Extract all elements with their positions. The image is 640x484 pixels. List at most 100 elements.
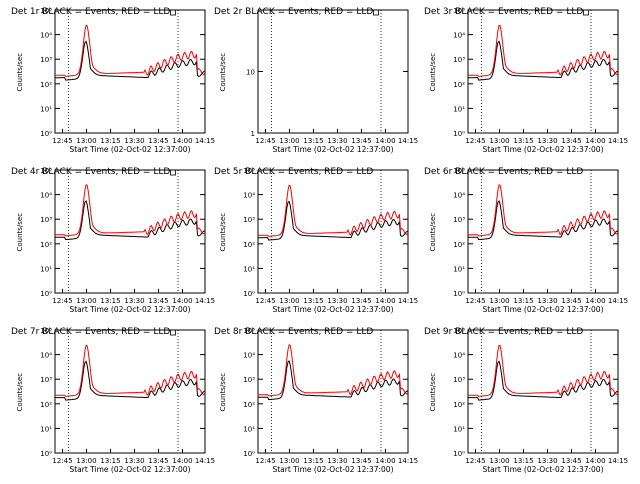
panel-det-9: Det 9r BLACK = Events, RED = LLD Counts/s… (424, 327, 628, 474)
x-tick-label: 14:00 (375, 137, 395, 145)
series-lld-line (55, 24, 206, 77)
y-tick-label: 10³ (40, 376, 52, 384)
y-tick-label: 10⁴ (243, 192, 255, 200)
panel-title: Det 6r BLACK = Events, RED = LLD (424, 167, 583, 177)
x-tick-label: 13:30 (537, 137, 557, 145)
x-axis-label: Start Time (02-Oct-02 12:37:00) (482, 305, 603, 314)
panel-title: Det 7r BLACK = Events, RED = LLD (11, 327, 170, 337)
series-events-line (55, 40, 206, 81)
x-tick-label: 13:00 (489, 457, 509, 465)
panel-title: Det 4r BLACK = Events, RED = LLD (11, 167, 170, 177)
panel-title: Det 5r BLACK = Events, RED = LLD (214, 167, 373, 177)
x-tick-label: 13:45 (561, 137, 581, 145)
x-tick-label: 12:45 (52, 457, 72, 465)
y-tick-label: 10⁴ (453, 192, 465, 200)
panel-det-6: Det 6r BLACK = Events, RED = LLD Counts/s… (424, 167, 628, 314)
y-tick-label: 10¹ (453, 425, 465, 433)
series-events-line (468, 360, 619, 401)
panel-title: Det 2r BLACK = Events, RED = LLD (214, 7, 373, 17)
x-tick-label: 14:00 (375, 457, 395, 465)
y-tick-label: 10² (40, 241, 52, 249)
y-axis-label: Counts/sec (429, 53, 437, 92)
panel-title: Det 3r BLACK = Events, RED = LLD (424, 7, 583, 17)
x-tick-label: 13:00 (76, 297, 96, 305)
x-axis-label: Start Time (02-Oct-02 12:37:00) (272, 305, 393, 314)
series-events-line (468, 40, 619, 81)
x-tick-label: 13:45 (148, 137, 168, 145)
x-tick-label: 13:15 (513, 297, 533, 305)
y-axis-label: Counts/sec (219, 213, 227, 252)
y-tick-label: 10⁴ (40, 192, 52, 200)
y-tick-label: 10⁵ (453, 327, 465, 335)
plot-frame (467, 9, 619, 134)
y-tick-label: 10² (453, 241, 465, 249)
panel-det-8: Det 8r BLACK = Events, RED = LLD Counts/s… (214, 327, 418, 474)
x-tick-label: 12:45 (255, 297, 275, 305)
x-tick-label: 14:15 (608, 137, 628, 145)
y-tick-label: 10² (40, 401, 52, 409)
y-tick-label: 10³ (453, 376, 465, 384)
x-tick-label: 13:45 (561, 457, 581, 465)
series-lld-line (258, 344, 409, 397)
y-tick-label: 10⁴ (243, 352, 255, 360)
x-tick-label: 12:45 (52, 137, 72, 145)
y-tick-label: 10⁰ (243, 290, 255, 298)
x-tick-label: 12:45 (52, 297, 72, 305)
x-tick-label: 13:45 (561, 297, 581, 305)
plot-frame (54, 9, 206, 134)
legend-marker (583, 9, 589, 16)
plot-frame (467, 329, 619, 454)
x-tick-label: 14:00 (585, 297, 605, 305)
x-tick-label: 12:45 (465, 297, 485, 305)
y-tick-label: 10¹ (243, 265, 255, 273)
y-axis-label: Counts/sec (16, 213, 24, 252)
series-lld-line (55, 344, 206, 397)
x-tick-label: 14:00 (172, 137, 192, 145)
y-tick-label: 10⁵ (453, 167, 465, 175)
x-tick-label: 13:15 (100, 137, 120, 145)
y-tick-label: 10⁰ (453, 450, 465, 458)
y-tick-label: 10⁵ (40, 7, 52, 15)
y-tick-label: 10⁴ (40, 32, 52, 40)
y-tick-label: 10¹ (243, 425, 255, 433)
y-tick-label: 10⁰ (453, 290, 465, 298)
legend-marker (170, 169, 176, 176)
x-tick-label: 13:45 (351, 457, 371, 465)
plot-frame (54, 169, 206, 294)
x-tick-label: 13:30 (124, 457, 144, 465)
y-axis-label: Counts/sec (16, 373, 24, 412)
panel-det-5: Det 5r BLACK = Events, RED = LLD Counts/s… (214, 167, 418, 314)
y-axis-label: Counts/sec (16, 53, 24, 92)
series-lld-line (468, 24, 619, 77)
panel-det-7: Det 7r BLACK = Events, RED = LLD Counts/s… (11, 327, 215, 474)
x-tick-label: 13:15 (513, 457, 533, 465)
x-tick-label: 14:15 (608, 457, 628, 465)
y-tick-label: 10² (453, 81, 465, 89)
y-tick-label: 10⁵ (40, 327, 52, 335)
y-tick-label: 10⁴ (453, 32, 465, 40)
x-tick-label: 13:15 (513, 137, 533, 145)
x-tick-label: 13:00 (279, 457, 299, 465)
x-tick-label: 13:00 (76, 137, 96, 145)
plot-frame (257, 329, 409, 454)
x-tick-label: 13:15 (303, 137, 323, 145)
x-axis-label: Start Time (02-Oct-02 12:37:00) (482, 465, 603, 474)
y-axis-label: Counts/sec (429, 373, 437, 412)
y-tick-label: 10³ (40, 216, 52, 224)
x-tick-label: 13:00 (279, 137, 299, 145)
y-axis-label: Counts/sec (429, 213, 437, 252)
x-tick-label: 13:15 (100, 297, 120, 305)
x-tick-label: 13:15 (100, 457, 120, 465)
x-tick-label: 12:45 (255, 137, 275, 145)
plot-frame (467, 169, 619, 294)
y-tick-label: 10⁴ (453, 352, 465, 360)
y-tick-label: 10² (243, 401, 255, 409)
x-tick-label: 13:45 (351, 137, 371, 145)
x-tick-label: 14:00 (585, 457, 605, 465)
series-lld-line (55, 184, 206, 237)
series-events-line (468, 199, 619, 241)
y-tick-label: 10² (40, 81, 52, 89)
series-lld-line (258, 184, 409, 237)
y-tick-label: 10⁰ (243, 450, 255, 458)
